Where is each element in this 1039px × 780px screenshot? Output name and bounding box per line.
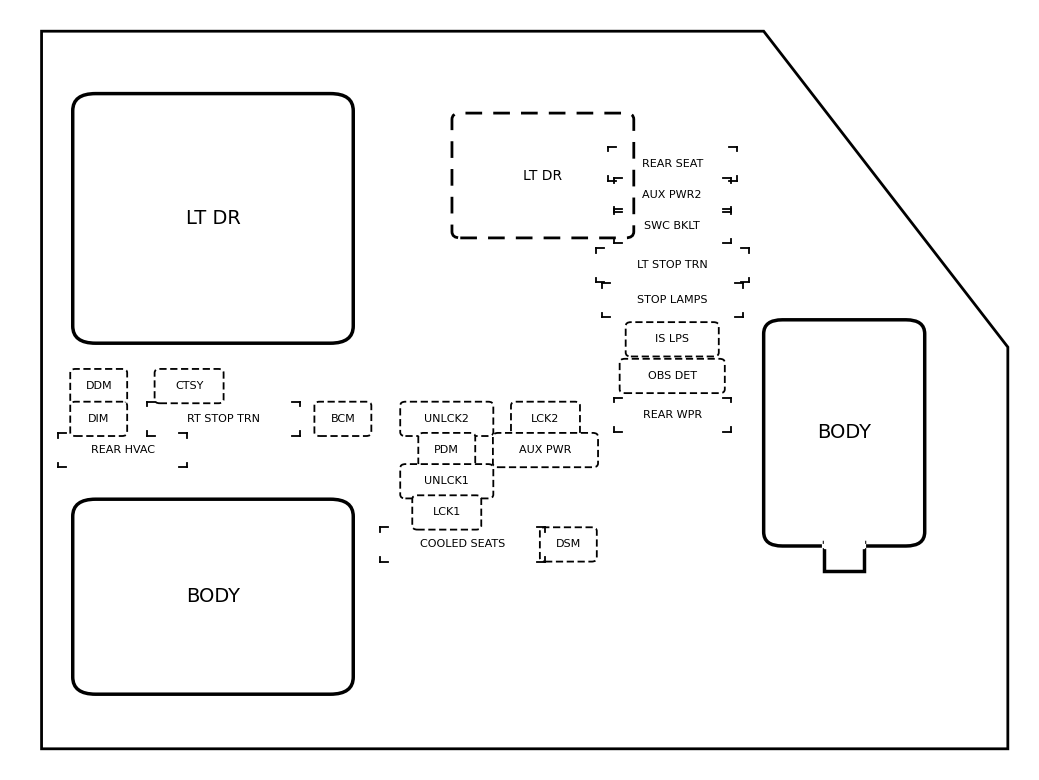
FancyBboxPatch shape [400, 464, 494, 498]
Text: LT STOP TRN: LT STOP TRN [637, 261, 708, 270]
Text: BODY: BODY [818, 424, 871, 442]
FancyBboxPatch shape [419, 433, 475, 467]
Text: UNLCK2: UNLCK2 [424, 414, 470, 424]
FancyBboxPatch shape [400, 402, 494, 436]
Text: UNLCK1: UNLCK1 [424, 477, 470, 486]
Text: LT DR: LT DR [186, 209, 240, 228]
FancyBboxPatch shape [764, 320, 925, 546]
Text: BCM: BCM [330, 414, 355, 424]
FancyBboxPatch shape [315, 402, 371, 436]
FancyBboxPatch shape [492, 433, 598, 467]
FancyBboxPatch shape [452, 113, 634, 238]
Text: COOLED SEATS: COOLED SEATS [420, 540, 505, 549]
Text: LCK2: LCK2 [531, 414, 560, 424]
Text: RT STOP TRN: RT STOP TRN [187, 414, 260, 424]
Text: REAR SEAT: REAR SEAT [642, 159, 702, 168]
Bar [825, 542, 864, 571]
FancyBboxPatch shape [71, 369, 127, 403]
FancyBboxPatch shape [540, 527, 596, 562]
Text: LT DR: LT DR [524, 168, 562, 183]
FancyBboxPatch shape [155, 369, 223, 403]
FancyBboxPatch shape [71, 402, 127, 436]
FancyBboxPatch shape [511, 402, 580, 436]
Text: AUX PWR: AUX PWR [520, 445, 571, 455]
Polygon shape [825, 540, 864, 548]
Text: SWC BKLT: SWC BKLT [644, 222, 700, 231]
FancyBboxPatch shape [625, 322, 719, 356]
Text: REAR WPR: REAR WPR [643, 410, 701, 420]
FancyBboxPatch shape [73, 499, 353, 694]
Text: OBS DET: OBS DET [647, 371, 697, 381]
FancyBboxPatch shape [73, 94, 353, 343]
Text: PDM: PDM [434, 445, 459, 455]
Text: BODY: BODY [186, 587, 240, 606]
Text: AUX PWR2: AUX PWR2 [642, 190, 702, 200]
Text: DIM: DIM [88, 414, 109, 424]
Text: CTSY: CTSY [175, 381, 204, 391]
Text: DSM: DSM [556, 540, 581, 549]
Text: IS LPS: IS LPS [656, 335, 689, 344]
FancyBboxPatch shape [619, 359, 725, 393]
Text: STOP LAMPS: STOP LAMPS [637, 296, 708, 305]
Text: DDM: DDM [85, 381, 112, 391]
Text: LCK1: LCK1 [432, 508, 461, 517]
FancyBboxPatch shape [412, 495, 481, 530]
Text: REAR HVAC: REAR HVAC [90, 445, 155, 455]
